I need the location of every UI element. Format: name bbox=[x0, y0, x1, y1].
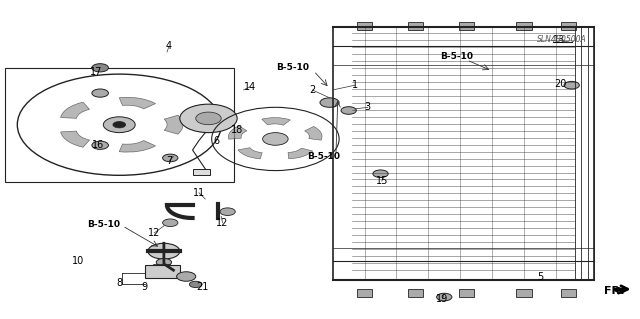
Text: 19: 19 bbox=[436, 293, 449, 304]
Bar bbox=[561, 289, 576, 297]
Text: 17: 17 bbox=[90, 67, 102, 77]
Wedge shape bbox=[164, 115, 183, 134]
Bar bbox=[145, 265, 180, 278]
Text: B-5-10: B-5-10 bbox=[307, 152, 340, 161]
Circle shape bbox=[92, 89, 108, 97]
Text: 9: 9 bbox=[141, 282, 148, 292]
Text: 1: 1 bbox=[352, 80, 358, 90]
Wedge shape bbox=[119, 141, 156, 152]
Text: 4: 4 bbox=[166, 41, 172, 51]
Wedge shape bbox=[119, 97, 156, 109]
Bar bbox=[459, 289, 474, 297]
Text: 20: 20 bbox=[555, 79, 567, 89]
Text: 7: 7 bbox=[166, 156, 172, 166]
Circle shape bbox=[320, 98, 339, 107]
Text: B-5-10: B-5-10 bbox=[87, 220, 120, 229]
Bar bbox=[193, 169, 211, 175]
Text: B-5-10: B-5-10 bbox=[276, 63, 309, 72]
Circle shape bbox=[436, 293, 452, 301]
Circle shape bbox=[103, 117, 135, 133]
Circle shape bbox=[156, 258, 172, 266]
Wedge shape bbox=[305, 126, 322, 140]
Bar bbox=[408, 289, 423, 297]
Bar bbox=[516, 289, 532, 297]
Circle shape bbox=[189, 281, 202, 287]
Circle shape bbox=[113, 122, 125, 128]
Text: 3: 3 bbox=[365, 102, 371, 112]
Wedge shape bbox=[262, 118, 291, 125]
Circle shape bbox=[180, 104, 237, 133]
Circle shape bbox=[163, 219, 178, 226]
Wedge shape bbox=[61, 131, 90, 147]
Text: B-5-10: B-5-10 bbox=[440, 52, 474, 61]
Text: 11: 11 bbox=[193, 188, 205, 198]
Text: 8: 8 bbox=[116, 278, 122, 288]
Bar bbox=[516, 22, 532, 30]
Circle shape bbox=[92, 141, 108, 149]
Circle shape bbox=[92, 64, 108, 72]
Text: 15: 15 bbox=[376, 176, 388, 186]
Circle shape bbox=[373, 170, 388, 178]
Circle shape bbox=[148, 243, 180, 259]
Text: 12: 12 bbox=[148, 228, 161, 238]
Bar bbox=[561, 22, 576, 30]
Bar bbox=[357, 22, 372, 30]
Bar bbox=[408, 22, 423, 30]
Bar bbox=[459, 22, 474, 30]
Text: 16: 16 bbox=[92, 140, 104, 150]
Text: 5: 5 bbox=[537, 271, 543, 281]
Wedge shape bbox=[228, 126, 247, 139]
Text: 10: 10 bbox=[72, 256, 84, 266]
Text: 14: 14 bbox=[244, 82, 256, 92]
Text: 13: 13 bbox=[553, 35, 565, 45]
Text: SLN4B0500A: SLN4B0500A bbox=[537, 35, 587, 44]
Text: FR.: FR. bbox=[604, 286, 624, 296]
Circle shape bbox=[196, 112, 221, 125]
Bar bbox=[4, 68, 234, 182]
Circle shape bbox=[262, 133, 288, 145]
Text: 2: 2 bbox=[309, 85, 316, 95]
Wedge shape bbox=[61, 102, 90, 118]
Circle shape bbox=[177, 272, 196, 281]
Circle shape bbox=[564, 81, 579, 89]
Circle shape bbox=[220, 208, 236, 215]
Text: 18: 18 bbox=[231, 125, 243, 135]
Text: 21: 21 bbox=[196, 282, 208, 292]
Bar bbox=[357, 289, 372, 297]
Wedge shape bbox=[238, 148, 262, 159]
Circle shape bbox=[163, 154, 178, 162]
Wedge shape bbox=[288, 148, 313, 159]
Text: 12: 12 bbox=[216, 218, 228, 228]
Circle shape bbox=[341, 107, 356, 114]
Text: 6: 6 bbox=[213, 136, 219, 145]
